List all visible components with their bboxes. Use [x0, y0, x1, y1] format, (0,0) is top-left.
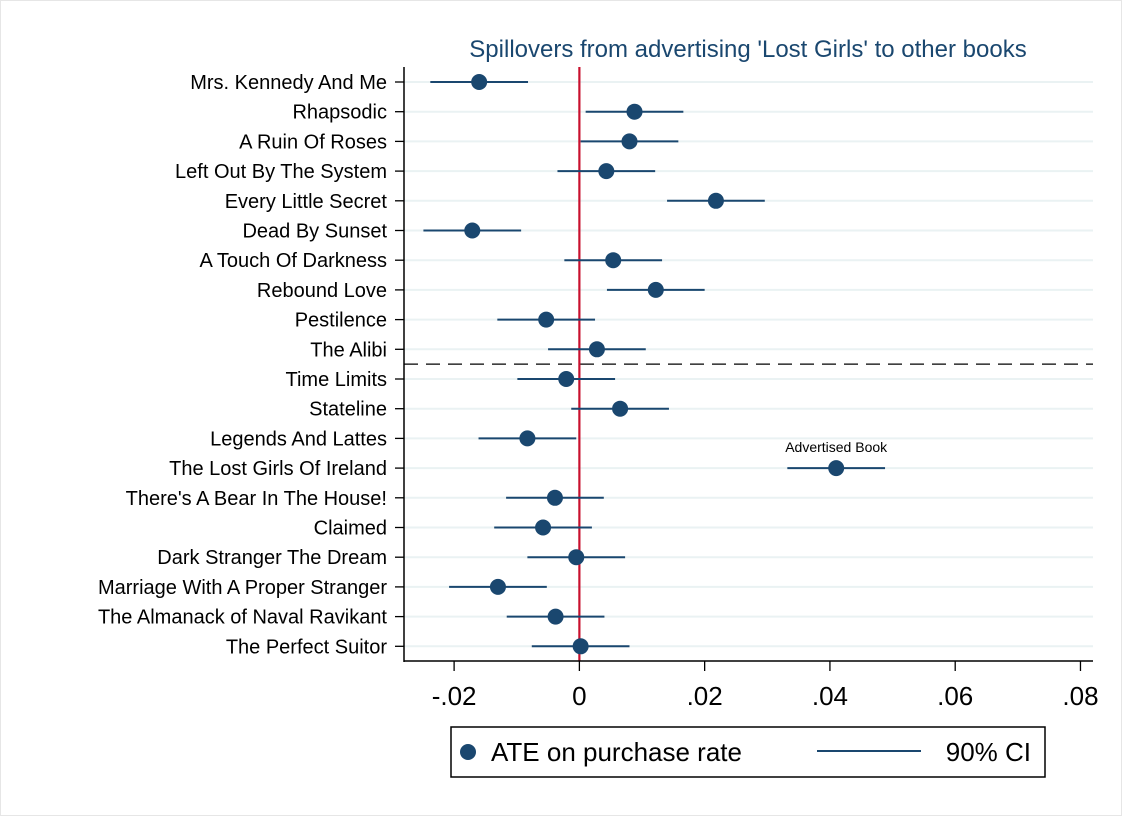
legend-label-ci: 90% CI — [946, 737, 1031, 767]
y-tick-label: Pestilence — [295, 310, 387, 332]
y-tick-label: The Alibi — [310, 339, 387, 361]
point-estimate — [605, 252, 622, 269]
y-tick-label: The Perfect Suitor — [226, 636, 388, 658]
point-estimate — [489, 578, 506, 595]
point-estimate — [546, 489, 563, 506]
point-layer — [464, 74, 845, 655]
y-tick-label: Rhapsodic — [292, 102, 387, 124]
y-tick-label: A Touch Of Darkness — [200, 250, 388, 272]
y-tick-label: A Ruin Of Roses — [239, 131, 387, 153]
x-tick-label: .04 — [812, 681, 848, 711]
point-estimate — [598, 163, 615, 180]
y-tick-label: There's A Bear In The House! — [126, 488, 387, 510]
axis-layer — [395, 67, 1093, 671]
point-estimate — [612, 400, 629, 417]
y-tick-label: Every Little Secret — [225, 191, 388, 213]
point-estimate — [647, 281, 664, 298]
y-tick-label: Claimed — [314, 518, 387, 540]
annotation-label: Advertised Book — [785, 439, 888, 455]
y-tick-label: The Almanack of Naval Ravikant — [98, 607, 387, 629]
point-estimate — [464, 222, 481, 239]
y-tick-label: Dead By Sunset — [242, 221, 387, 243]
y-tick-label: Rebound Love — [257, 280, 387, 302]
chart-title: Spillovers from advertising 'Lost Girls'… — [469, 36, 1026, 63]
x-tick-label: .06 — [937, 681, 973, 711]
point-estimate — [626, 103, 643, 120]
y-tick-label: The Lost Girls Of Ireland — [169, 458, 387, 480]
legend-label-ate: ATE on purchase rate — [491, 737, 742, 767]
legend-box — [450, 726, 1046, 778]
x-tick-label: 0 — [572, 681, 586, 711]
x-tick-label: .02 — [687, 681, 723, 711]
point-estimate — [588, 341, 605, 358]
point-estimate — [621, 133, 638, 150]
point-estimate — [538, 311, 555, 328]
y-tick-label: Legends And Lattes — [210, 428, 387, 450]
point-estimate — [558, 371, 575, 387]
point-estimate — [707, 192, 724, 209]
point-estimate — [828, 460, 845, 477]
point-estimate — [519, 430, 536, 447]
y-tick-label: Marriage With A Proper Stranger — [98, 577, 387, 599]
x-tick-label: -.02 — [432, 681, 477, 711]
annotation-layer: Advertised Book — [785, 439, 888, 455]
point-estimate — [547, 608, 564, 625]
legend: ATE on purchase rate 90% CI — [450, 726, 1046, 778]
legend-marker-circle — [460, 744, 476, 760]
x-tick-label: .08 — [1062, 681, 1098, 711]
y-tick-label: Dark Stranger The Dream — [157, 547, 387, 569]
y-tick-label: Mrs. Kennedy And Me — [190, 72, 387, 94]
point-estimate — [568, 549, 585, 566]
point-estimate — [471, 74, 488, 90]
label-layer: Mrs. Kennedy And Me Rhapsodic A Ruin Of Ro… — [98, 72, 1099, 711]
y-tick-label: Left Out By The System — [175, 161, 387, 183]
y-tick-label: Time Limits — [286, 369, 387, 391]
grid-layer — [404, 81, 1093, 648]
y-tick-label: Stateline — [309, 399, 387, 421]
point-estimate — [572, 638, 589, 655]
point-estimate — [535, 519, 552, 536]
